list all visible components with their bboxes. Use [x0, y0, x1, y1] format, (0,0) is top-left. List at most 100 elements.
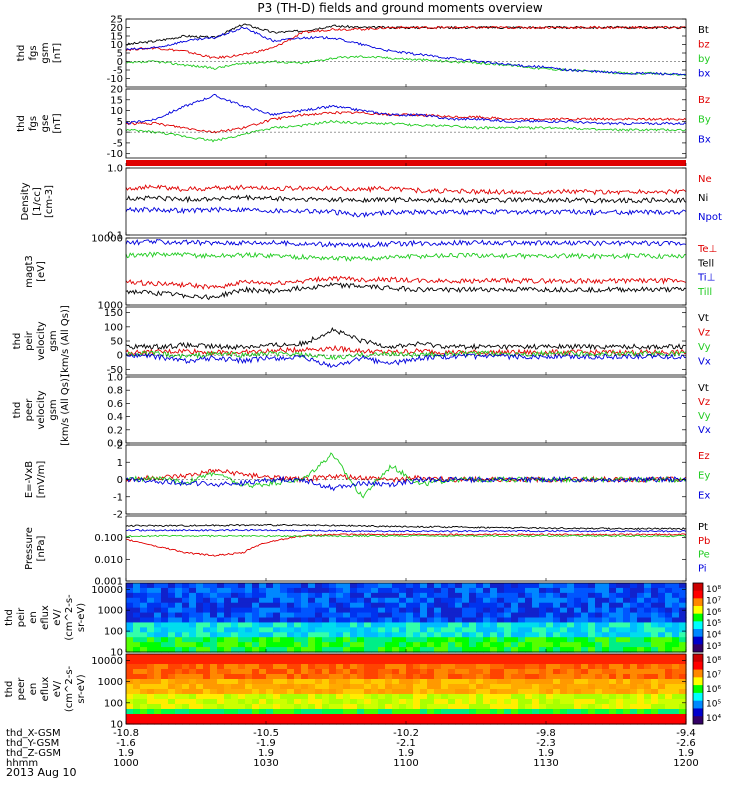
spectrogram-cell — [483, 642, 491, 648]
spectrogram-cell — [581, 612, 589, 619]
series-line-pe — [125, 534, 687, 538]
spectrogram-cell — [658, 647, 666, 653]
spectrogram-cell — [140, 689, 148, 695]
spectrogram-cell — [168, 597, 176, 604]
series-line-by — [126, 55, 687, 76]
spectrogram-cell — [588, 699, 596, 705]
spectrogram-cell — [287, 684, 295, 690]
spectrogram-cell — [434, 694, 442, 700]
spectrogram-cell — [287, 647, 295, 653]
spectrogram-cell — [189, 684, 197, 690]
spectrogram-cell — [322, 632, 330, 638]
spectrogram-cell — [224, 694, 232, 700]
spectrogram-cell — [210, 602, 218, 609]
spectrogram-cell — [644, 664, 652, 670]
spectrogram-cell — [280, 617, 288, 624]
spectrogram-cell — [196, 699, 204, 705]
legend-bx: Bx — [698, 134, 711, 145]
spectrogram-cell — [371, 714, 379, 720]
y-axis-label: eflux — [40, 677, 51, 702]
spectrogram-cell — [196, 719, 204, 725]
spectrogram-cell — [329, 709, 337, 715]
spectrogram-cell — [427, 669, 435, 675]
spectrogram-cell — [546, 704, 554, 710]
spectrogram-cell — [406, 607, 414, 614]
spectrogram-cell — [350, 592, 358, 599]
spectrogram-cell — [371, 612, 379, 619]
spectrogram-cell — [308, 654, 316, 660]
spectrogram-cell — [539, 642, 547, 648]
spectrogram-cell — [644, 637, 652, 643]
spectrogram-cell — [147, 704, 155, 710]
spectrogram-cell — [441, 642, 449, 648]
spectrogram-cell — [546, 602, 554, 609]
spectrogram-cell — [560, 647, 568, 653]
spectrogram-cell — [525, 679, 533, 685]
spectrogram-cell — [245, 602, 253, 609]
y-axis-label: en — [28, 611, 39, 624]
spectrogram-cell — [413, 587, 421, 594]
spectrogram-cell — [126, 602, 134, 609]
spectrogram-cell — [609, 694, 617, 700]
spectrogram-cell — [469, 719, 477, 725]
spectrogram-cell — [546, 642, 554, 648]
spectrogram-cell — [350, 612, 358, 619]
spectrogram-cell — [672, 669, 680, 675]
spectrogram-cell — [462, 617, 470, 624]
spectrogram-cell — [175, 607, 183, 614]
spectrogram-cell — [532, 714, 540, 720]
spectrogram-cell — [385, 659, 393, 665]
spectrogram-cell — [147, 592, 155, 599]
spectrogram-cell — [546, 647, 554, 653]
spectrogram-cell — [245, 684, 253, 690]
spectrogram-cell — [371, 669, 379, 675]
spectrogram-cell — [231, 709, 239, 715]
spectrogram-cell — [455, 622, 463, 628]
spectrogram-cell — [651, 674, 659, 680]
spectrogram-cell — [175, 637, 183, 643]
spectrogram-cell — [434, 587, 442, 594]
spectrogram-cell — [581, 617, 589, 624]
spectrogram-cell — [574, 622, 582, 628]
legend-vy: Vy — [698, 411, 711, 422]
spectrogram-cell — [469, 622, 477, 628]
spectrogram-cell — [336, 684, 344, 690]
spectrogram-cell — [560, 627, 568, 633]
spectrogram-cell — [315, 684, 323, 690]
spectrogram-cell — [399, 719, 407, 725]
spectrogram-cell — [567, 632, 575, 638]
spectrogram-cell — [126, 632, 134, 638]
spectrogram-cell — [294, 587, 302, 594]
spectrogram-cell — [441, 679, 449, 685]
spectrogram-cell — [448, 583, 456, 589]
spectrogram-cell — [616, 689, 624, 695]
series-line-ne — [125, 184, 687, 196]
spectrogram-cell — [658, 689, 666, 695]
spectrogram-cell — [154, 664, 162, 670]
spectrogram-cell — [504, 664, 512, 670]
spectrogram-cell — [651, 612, 659, 619]
spectrogram-cell — [371, 684, 379, 690]
spectrogram-cell — [217, 654, 225, 660]
spectrogram-cell — [301, 597, 309, 604]
spectrogram-cell — [189, 719, 197, 725]
y-axis-label: peer — [24, 398, 35, 422]
spectrogram-cell — [679, 632, 687, 638]
spectrogram-cell — [406, 647, 414, 653]
spectrogram-cell — [385, 684, 393, 690]
spectrogram-cell — [504, 694, 512, 700]
spectrogram-cell — [189, 583, 197, 589]
spectrogram-cell — [441, 617, 449, 624]
spectrogram-cell — [378, 704, 386, 710]
spectrogram-cell — [644, 704, 652, 710]
spectrogram-cell — [392, 592, 400, 599]
spectrogram-cell — [168, 669, 176, 675]
spectrogram-cell — [350, 664, 358, 670]
spectrogram-cell — [672, 607, 680, 614]
spectrogram-cell — [392, 583, 400, 589]
spectrogram-cell — [168, 714, 176, 720]
spectrogram-cell — [679, 694, 687, 700]
spectrogram-cell — [567, 583, 575, 589]
